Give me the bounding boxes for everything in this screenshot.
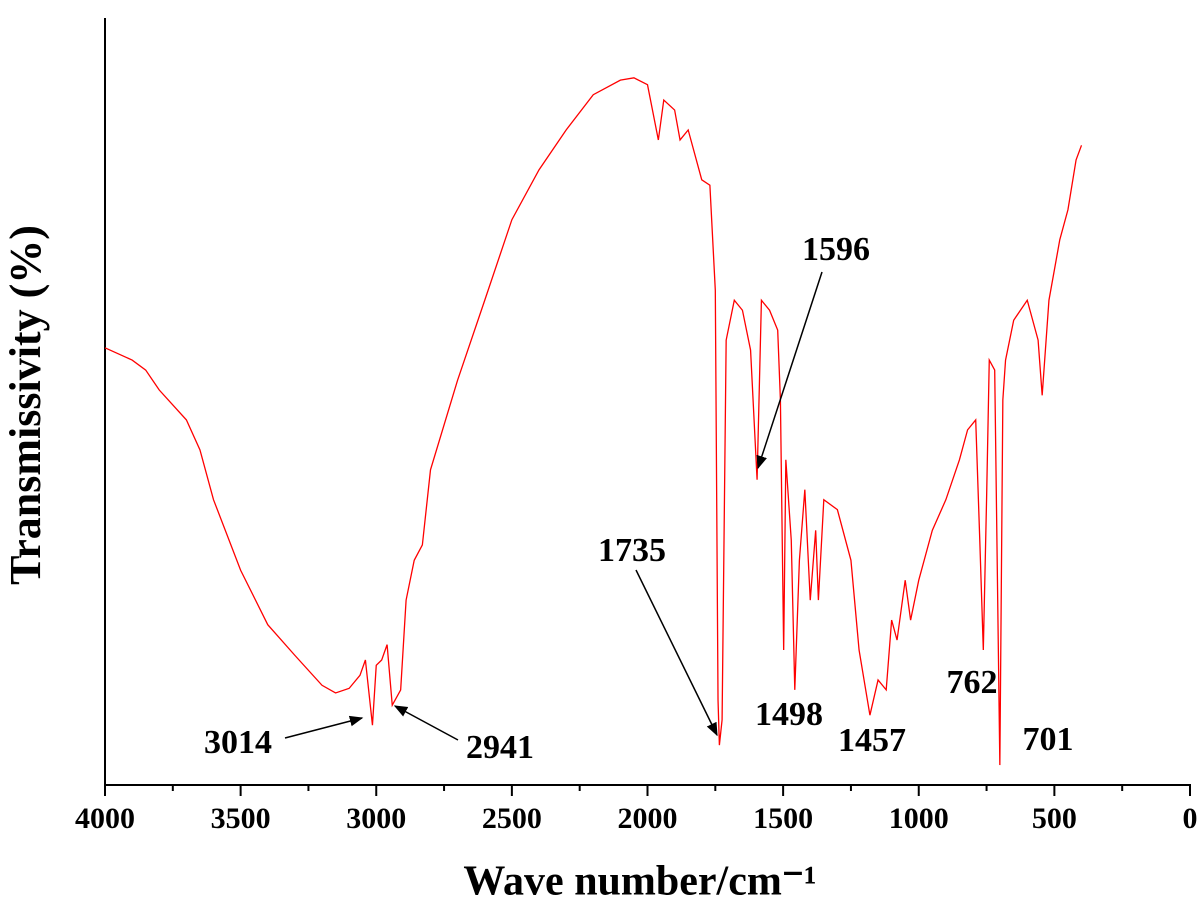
x-axis-label: Wave number/cm⁻¹ [463, 859, 816, 905]
x-tick-label: 2000 [618, 802, 678, 835]
peak-arrow [756, 271, 823, 470]
peak-label: 762 [947, 664, 998, 701]
peak-label: 1735 [598, 532, 666, 569]
x-tick-label: 3000 [346, 802, 406, 835]
x-tick-label: 2500 [482, 802, 542, 835]
peak-label: 3014 [204, 724, 272, 761]
peak-arrow [635, 569, 718, 737]
y-axis-label: Transmissivity (%) [1, 225, 50, 585]
peak-label: 1457 [838, 722, 906, 759]
peak-arrow [284, 715, 364, 739]
peak-label: 701 [1023, 721, 1074, 758]
x-tick-label: 1000 [889, 802, 949, 835]
x-tick-label: 500 [1032, 802, 1077, 835]
peak-label: 2941 [466, 729, 534, 766]
peak-label: 1596 [802, 231, 870, 268]
x-tick-label: 1500 [753, 802, 813, 835]
x-tick-label: 0 [1183, 802, 1198, 835]
x-tick-label: 4000 [75, 802, 135, 835]
x-tick-label: 3500 [211, 802, 271, 835]
spectrum-line [104, 77, 1083, 766]
peak-arrow [393, 705, 459, 741]
peak-label: 1498 [755, 696, 823, 733]
